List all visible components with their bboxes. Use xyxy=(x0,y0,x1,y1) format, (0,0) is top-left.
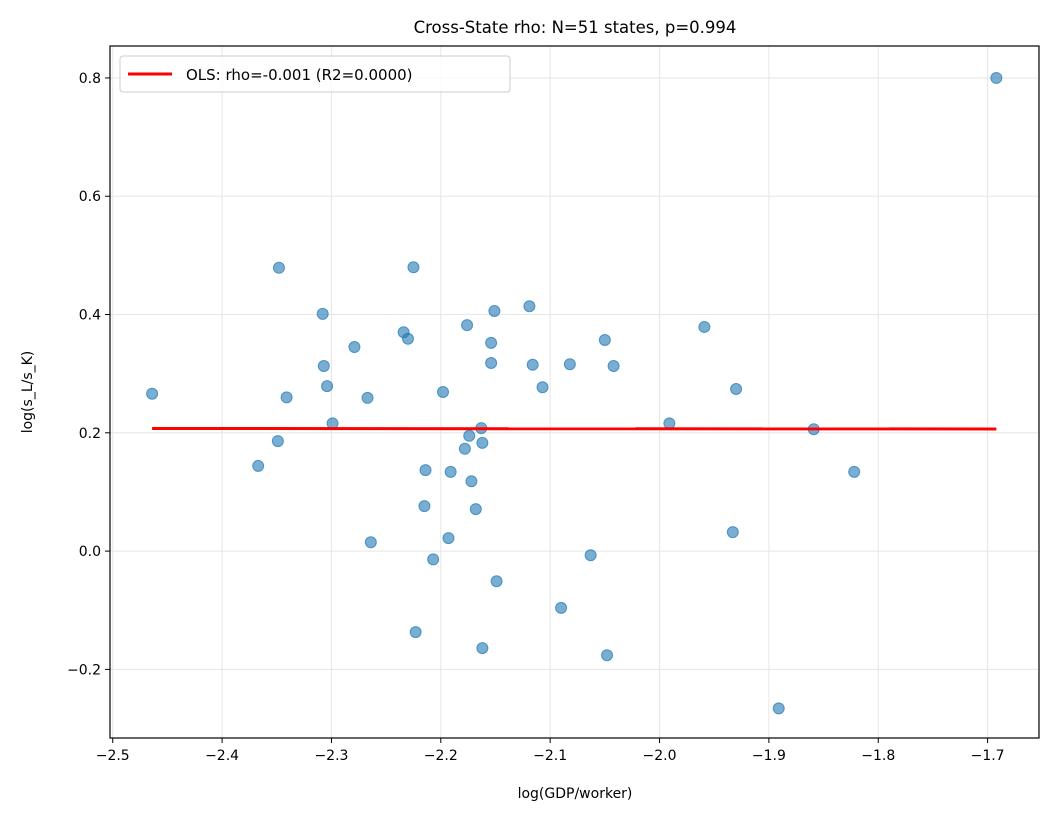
data-point xyxy=(730,383,743,396)
x-tick-label: −2.2 xyxy=(424,748,458,764)
y-tick-label: 0.2 xyxy=(79,426,101,442)
data-point xyxy=(409,626,422,639)
x-axis-label: log(GDP/worker) xyxy=(518,786,633,802)
data-point xyxy=(536,381,549,394)
data-point xyxy=(469,503,482,516)
data-point xyxy=(772,702,785,715)
y-tick-label: −0.2 xyxy=(67,662,101,678)
data-point xyxy=(476,642,489,655)
data-point xyxy=(563,358,576,371)
y-tick-label: 0.8 xyxy=(79,71,101,87)
data-point xyxy=(465,475,478,488)
data-point xyxy=(848,465,861,478)
y-tick-label: 0.4 xyxy=(79,308,101,324)
data-points xyxy=(146,71,1003,715)
data-point xyxy=(444,465,457,478)
legend-label: OLS: rho=-0.001 (R2=0.0000) xyxy=(186,66,413,84)
data-point xyxy=(461,319,474,332)
x-tick-label: −2.3 xyxy=(314,748,348,764)
x-tick-label: −1.9 xyxy=(752,748,786,764)
x-tick-label: −1.8 xyxy=(861,748,895,764)
x-tick-label: −2.1 xyxy=(533,748,567,764)
data-point xyxy=(252,459,265,472)
data-point xyxy=(607,359,620,372)
data-point xyxy=(526,358,539,371)
data-point xyxy=(271,435,284,448)
data-point xyxy=(488,304,501,317)
data-point xyxy=(698,320,711,333)
y-tick-label: 0.6 xyxy=(79,189,101,205)
x-tick-label: −2.5 xyxy=(96,748,130,764)
data-point xyxy=(601,649,614,662)
data-point xyxy=(348,341,361,354)
y-axis-label: log(s_L/s_K) xyxy=(20,351,36,434)
y-tick-label: 0.0 xyxy=(79,544,101,560)
x-tick-label: −2.0 xyxy=(643,748,677,764)
data-point xyxy=(555,601,568,614)
data-point xyxy=(407,261,420,274)
data-point xyxy=(146,387,159,400)
data-point xyxy=(321,380,334,393)
data-point xyxy=(463,429,476,442)
data-point xyxy=(436,386,449,398)
data-point xyxy=(598,333,611,346)
chart-title: Cross-State rho: N=51 states, p=0.994 xyxy=(414,18,737,37)
data-point xyxy=(442,532,455,545)
legend: OLS: rho=-0.001 (R2=0.0000) xyxy=(119,55,511,93)
data-point xyxy=(726,526,739,539)
x-axis: −2.5 −2.4 −2.3 −2.2 −2.1 −2.0 −1.9 −1.8 −1.7 xyxy=(96,738,1005,764)
x-tick-label: −2.4 xyxy=(205,748,239,764)
data-point xyxy=(361,391,374,404)
data-point xyxy=(663,417,676,430)
data-point xyxy=(419,464,432,477)
data-point xyxy=(427,553,440,566)
data-point xyxy=(485,336,498,349)
data-point xyxy=(316,307,329,320)
data-point xyxy=(485,357,498,370)
x-tick-label: −1.7 xyxy=(971,748,1005,764)
data-point xyxy=(490,575,503,588)
data-point xyxy=(476,436,489,449)
data-point xyxy=(317,359,330,372)
plot-frame xyxy=(109,45,1040,739)
data-point xyxy=(418,500,431,513)
data-point xyxy=(584,549,597,562)
data-point xyxy=(280,391,293,404)
legend-box xyxy=(119,55,511,93)
data-point xyxy=(523,300,536,313)
grid xyxy=(110,46,1039,738)
data-point xyxy=(272,261,285,274)
data-point xyxy=(990,71,1003,84)
y-axis: −0.2 0.0 0.2 0.4 0.6 0.8 xyxy=(67,71,110,678)
data-point xyxy=(364,536,377,549)
data-point xyxy=(458,442,471,455)
data-point xyxy=(402,332,415,345)
